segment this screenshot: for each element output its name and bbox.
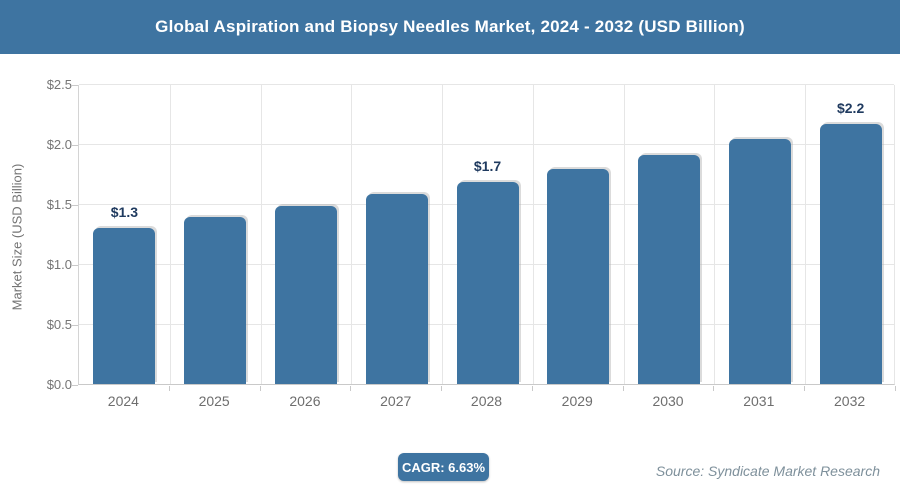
- x-axis-label: 2031: [743, 393, 775, 409]
- bar-2030: [638, 154, 701, 384]
- x-axis-label: 2028: [470, 393, 503, 409]
- bar-value-label: $1.7: [473, 158, 502, 175]
- bar-value-label: $1.3: [110, 204, 138, 220]
- y-tick-mark: [71, 205, 78, 206]
- x-tick-mark: [168, 386, 170, 391]
- y-axis-title: Market Size (USD Billion): [9, 163, 25, 311]
- y-tick-mark: [71, 265, 78, 266]
- bar-2027: [365, 194, 428, 384]
- y-axis-tick-label: $2.5: [46, 77, 72, 92]
- x-axis-label: 2024: [107, 393, 139, 409]
- bar-2029: [547, 169, 610, 384]
- x-axis-label: 2030: [652, 393, 684, 409]
- y-tick-mark: [71, 385, 78, 386]
- x-tick-mark: [259, 386, 261, 391]
- v-gridline: [714, 85, 716, 384]
- y-tick-mark: [71, 145, 78, 146]
- bar-2028: [456, 182, 519, 384]
- bar-2032: [819, 123, 882, 384]
- y-axis-tick-label: $0.5: [46, 317, 72, 332]
- x-tick-mark: [804, 386, 806, 391]
- y-axis-tick-label: $1.5: [46, 197, 72, 212]
- y-axis-tick-label: $0.0: [46, 377, 72, 392]
- bar-2025: [184, 217, 247, 384]
- x-axis-label: 2027: [380, 393, 412, 409]
- source-text: Source: Syndicate Market Research: [655, 463, 880, 479]
- v-gridline: [351, 85, 353, 384]
- x-tick-mark: [441, 386, 443, 391]
- x-tick-mark: [895, 386, 896, 391]
- v-gridline: [623, 85, 625, 384]
- x-axis-label: 2025: [198, 393, 230, 409]
- x-tick-mark: [531, 386, 533, 391]
- x-tick-mark: [350, 386, 352, 391]
- chart-title: Global Aspiration and Biopsy Needles Mar…: [155, 17, 745, 36]
- y-tick-mark: [71, 325, 78, 326]
- cagr-badge: CAGR: 6.63%: [398, 453, 489, 481]
- x-tick-mark: [713, 386, 715, 391]
- h-gridline: [79, 84, 894, 85]
- v-gridline: [169, 85, 171, 384]
- y-axis-tick-label: $1.0: [46, 257, 72, 272]
- x-axis-label: 2029: [561, 393, 593, 409]
- h-gridline: [79, 144, 894, 145]
- chart-title-bar: Global Aspiration and Biopsy Needles Mar…: [0, 0, 900, 54]
- v-gridline: [260, 85, 262, 384]
- bar-2024: [93, 228, 156, 384]
- plot-area: $1.3 $1.7 $2.2: [78, 84, 895, 385]
- x-tick-mark: [622, 386, 624, 391]
- bar-2026: [274, 206, 337, 384]
- bar-value-label: $2.2: [836, 99, 865, 116]
- x-axis-label: 2032: [834, 393, 866, 409]
- y-tick-mark: [71, 85, 78, 86]
- v-gridline: [442, 85, 444, 384]
- y-axis-tick-label: $2.0: [46, 137, 72, 152]
- v-gridline: [805, 85, 807, 384]
- bar-2031: [728, 139, 791, 384]
- x-axis-label: 2026: [289, 393, 321, 409]
- v-gridline: [532, 85, 534, 384]
